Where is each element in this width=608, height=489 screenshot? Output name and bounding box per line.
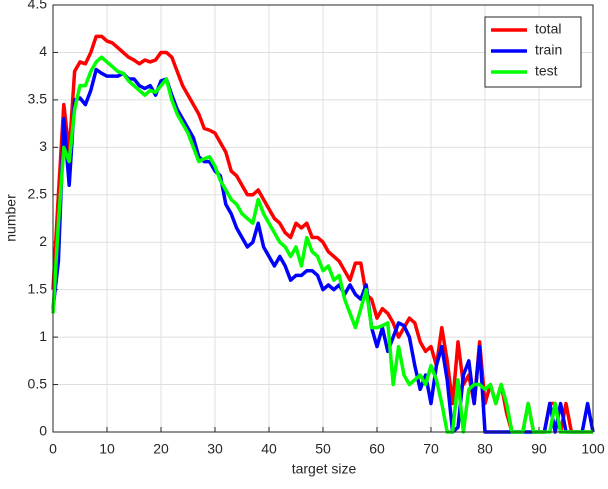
x-axis-label: target size — [292, 461, 357, 477]
y-tick-label: 2 — [39, 233, 47, 249]
x-tick-label: 60 — [369, 441, 385, 457]
x-tick-label: 40 — [261, 441, 277, 457]
x-tick-label: 100 — [581, 441, 605, 457]
y-tick-label: 1.5 — [28, 280, 48, 296]
y-tick-label: 0.5 — [28, 375, 48, 391]
y-tick-label: 3.5 — [28, 91, 48, 107]
y-tick-label: 0 — [39, 423, 47, 439]
y-tick-label: 2.5 — [28, 185, 48, 201]
y-tick-label: 3 — [39, 138, 47, 154]
data-line — [51, 55, 593, 434]
y-tick-label: 1 — [39, 328, 47, 344]
legend-label: total — [535, 21, 561, 37]
x-tick-label: 80 — [477, 441, 493, 457]
x-tick-label: 20 — [153, 441, 169, 457]
y-tick-label: 4.5 — [28, 0, 48, 12]
x-tick-label: 50 — [315, 441, 331, 457]
y-axis-label: number — [3, 194, 19, 242]
x-tick-label: 10 — [99, 441, 115, 457]
x-tick-label: 90 — [531, 441, 547, 457]
x-tick-label: 30 — [207, 441, 223, 457]
legend: total train test — [484, 16, 582, 88]
plot-frame — [52, 4, 594, 433]
x-tick-label: 70 — [423, 441, 439, 457]
legend-label: train — [535, 42, 562, 58]
y-tick-label: 4 — [39, 43, 47, 59]
legend-label: test — [535, 63, 558, 79]
x-tick-label: 0 — [49, 441, 57, 457]
